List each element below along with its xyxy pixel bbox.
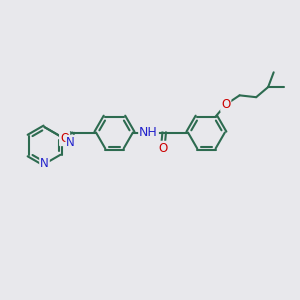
Text: N: N [66,136,75,149]
Text: O: O [221,98,230,111]
Text: NH: NH [139,126,158,139]
Text: O: O [60,132,69,145]
Text: O: O [158,142,167,155]
Text: N: N [40,158,49,170]
